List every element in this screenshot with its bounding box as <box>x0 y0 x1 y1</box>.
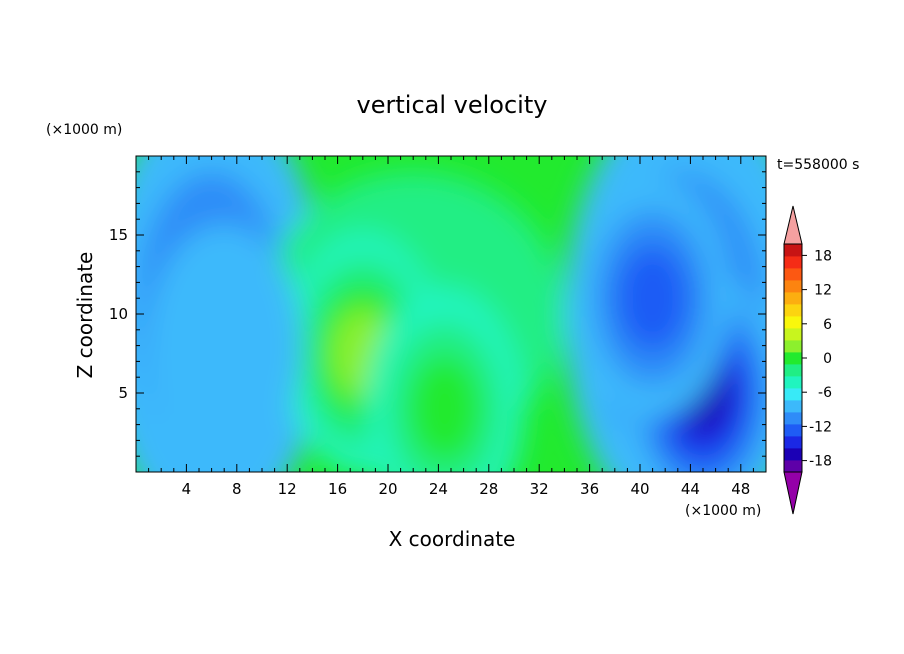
colorbar-segment <box>784 328 802 341</box>
x-axis-ticks: 4 8 12 16 20 24 28 32 36 40 44 48 <box>148 156 754 498</box>
x-tick-label: 32 <box>530 480 549 498</box>
y-unit-label: (×1000 m) <box>46 122 122 138</box>
downdraft-contour <box>616 245 689 352</box>
colorbar-segment <box>784 268 802 281</box>
chart-title: vertical velocity <box>357 91 548 119</box>
x-tick-label: 16 <box>328 480 347 498</box>
x-tick-label: 20 <box>378 480 397 498</box>
colorbar-segment <box>784 256 802 269</box>
x-tick-label: 40 <box>630 480 649 498</box>
x-tick-label: 24 <box>429 480 448 498</box>
velocity-field <box>136 156 766 472</box>
colorbar-tick-label: -6 <box>818 385 832 401</box>
time-label: t=558000 s <box>777 157 859 173</box>
downdraft-contour <box>146 223 303 468</box>
x-tick-label: 8 <box>232 480 242 498</box>
x-tick-label: 4 <box>182 480 192 498</box>
colorbar-tick-label: -12 <box>809 419 832 435</box>
colorbar-tick-label: 0 <box>823 351 832 367</box>
colorbar-segment <box>784 292 802 305</box>
colorbar-segment <box>784 388 802 401</box>
colorbar-segment <box>784 340 802 353</box>
colorbar-segment <box>784 424 802 437</box>
colorbar-segment <box>784 244 802 257</box>
colorbar-segment <box>784 352 802 365</box>
y-tick-label: 10 <box>109 305 128 323</box>
colorbar-tick-label: 18 <box>814 248 832 264</box>
colorbar: 18 12 6 0 -6 -12 -18 <box>783 205 832 515</box>
x-unit-label: (×1000 m) <box>685 503 761 519</box>
colorbar-segment <box>784 280 802 293</box>
y-axis-label: Z coordinate <box>73 252 97 379</box>
colorbar-segment <box>784 412 802 425</box>
x-axis-label: X coordinate <box>389 527 516 551</box>
colorbar-segment <box>784 400 802 413</box>
colorbar-segment <box>784 436 802 449</box>
x-tick-label: 12 <box>278 480 297 498</box>
colorbar-segment <box>784 460 802 473</box>
x-tick-label: 44 <box>681 480 700 498</box>
x-tick-label: 28 <box>479 480 498 498</box>
colorbar-tick-label: 12 <box>814 283 832 299</box>
x-tick-label: 48 <box>731 480 750 498</box>
updraft-contour <box>408 355 481 462</box>
colorbar-tick-label: -18 <box>809 454 832 470</box>
plot-area <box>136 156 766 472</box>
colorbar-segment <box>784 316 802 329</box>
colorbar-segment <box>784 376 802 389</box>
colorbar-segment <box>784 364 802 377</box>
colorbar-tick-label: 6 <box>823 317 832 333</box>
colorbar-top-triangle <box>783 205 803 245</box>
x-tick-label: 36 <box>580 480 599 498</box>
colorbar-segment <box>784 304 802 317</box>
colorbar-segment <box>784 448 802 461</box>
y-tick-label: 5 <box>118 384 128 402</box>
colorbar-bottom-triangle <box>783 471 803 515</box>
y-tick-label: 15 <box>109 226 128 244</box>
y-axis-ticks: 5 10 15 <box>109 171 766 457</box>
